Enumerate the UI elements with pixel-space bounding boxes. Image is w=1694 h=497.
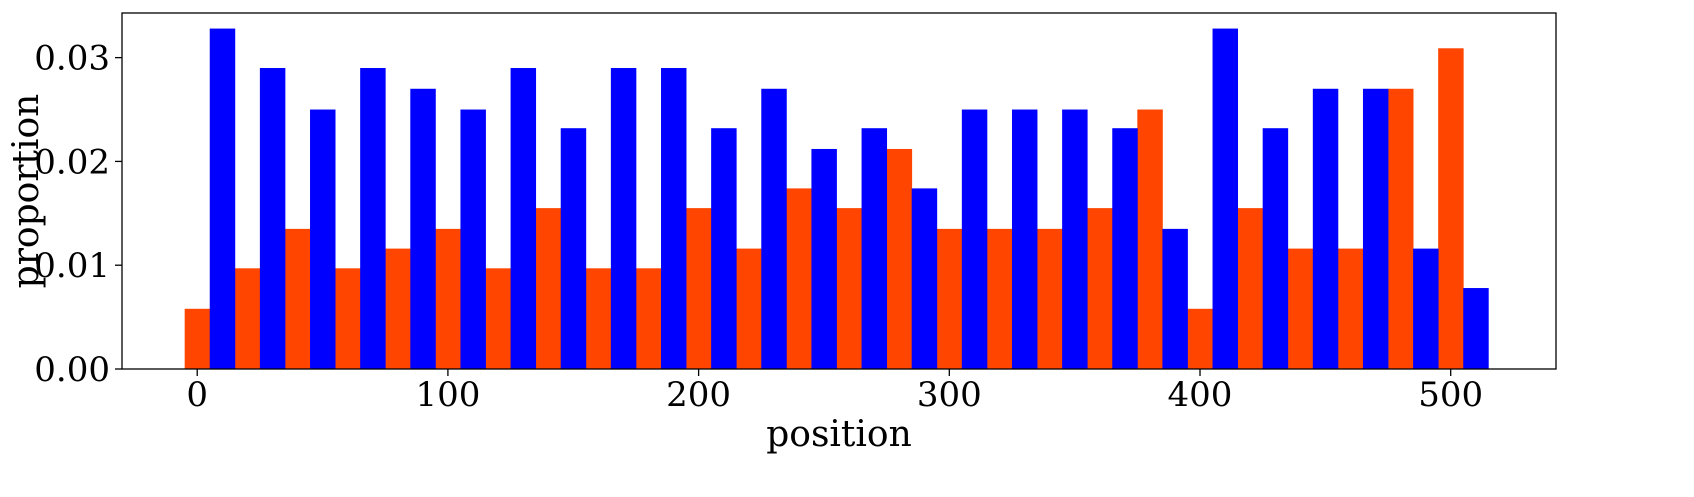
bar-series-1-bin-11 — [686, 208, 712, 369]
x-axis-label: position — [766, 414, 912, 455]
bar-series-2-bin-12 — [761, 88, 787, 370]
bar-series-2-bin-18 — [1062, 109, 1088, 369]
bar-series-2-bin-17 — [1011, 109, 1038, 369]
bar-series-2-bin-4 — [360, 68, 386, 370]
bar-series-1-bin-12 — [736, 248, 762, 369]
bar-series-2-bin-19 — [1112, 128, 1138, 369]
x-tick-label: 0 — [186, 375, 208, 415]
bar-series-1-bin-13 — [786, 188, 812, 369]
bar-series-1-bin-10 — [635, 268, 662, 369]
bar-series-2-bin-5 — [410, 88, 436, 370]
bar-series-1-bin-20 — [1137, 109, 1163, 369]
bar-series-2-bin-2 — [259, 68, 286, 370]
x-tick-label: 300 — [917, 375, 982, 415]
bars-layer — [184, 28, 1489, 370]
bar-series-1-bin-23 — [1287, 248, 1314, 369]
y-tick-label: 0.03 — [34, 39, 110, 79]
bar-series-2-bin-15 — [911, 188, 938, 369]
bar-series-1-bin-15 — [886, 148, 913, 369]
x-axis: 0 100 200 300 400 500 — [186, 369, 1483, 415]
bar-series-1-bin-7 — [485, 268, 511, 369]
bar-series-1-bin-4 — [335, 268, 361, 369]
bar-series-2-bin-25 — [1413, 248, 1439, 369]
bar-series-2-bin-9 — [610, 68, 637, 370]
bar-series-2-bin-16 — [961, 109, 988, 369]
bar-series-2-bin-3 — [310, 109, 336, 369]
bar-series-1-bin-25 — [1388, 88, 1414, 370]
bar-series-1-bin-9 — [585, 268, 612, 369]
bar-series-1-bin-22 — [1237, 208, 1264, 369]
bar-series-1-bin-14 — [836, 208, 862, 369]
bar-series-1-bin-1 — [184, 308, 211, 369]
bar-series-2-bin-7 — [510, 68, 537, 370]
bar-series-1-bin-3 — [284, 228, 311, 369]
bar-series-1-bin-16 — [936, 228, 963, 369]
y-axis: 0.00 0.01 0.02 0.03 — [34, 39, 122, 390]
y-tick-label: 0.01 — [34, 246, 110, 286]
bar-series-2-bin-24 — [1362, 88, 1389, 370]
bar-series-2-bin-6 — [460, 109, 486, 369]
bar-series-2-bin-8 — [560, 128, 587, 369]
bar-series-1-bin-17 — [986, 228, 1013, 369]
y-axis-label: proportion — [6, 94, 47, 289]
bar-series-1-bin-2 — [234, 268, 261, 369]
plot-frame — [121, 12, 1557, 370]
bar-series-1-bin-6 — [435, 228, 461, 369]
bar-series-2-bin-26 — [1463, 288, 1489, 369]
x-tick-label: 200 — [666, 375, 731, 415]
bar-series-2-bin-1 — [209, 28, 236, 370]
bar-series-2-bin-22 — [1262, 128, 1289, 369]
bar-series-1-bin-26 — [1438, 48, 1464, 369]
x-tick-label: 100 — [415, 375, 480, 415]
bar-series-1-bin-8 — [535, 208, 562, 369]
x-tick-label: 400 — [1168, 375, 1233, 415]
bar-series-2-bin-21 — [1212, 28, 1239, 370]
bar-series-1-bin-21 — [1187, 308, 1213, 369]
bar-series-2-bin-23 — [1312, 88, 1339, 370]
bar-series-2-bin-10 — [661, 68, 687, 370]
x-tick-label: 500 — [1418, 375, 1483, 415]
y-tick-label: 0.00 — [34, 350, 110, 390]
bar-series-1-bin-5 — [385, 248, 411, 369]
bar-series-1-bin-18 — [1037, 228, 1063, 369]
bar-series-2-bin-20 — [1162, 228, 1188, 369]
bar-series-2-bin-11 — [711, 128, 737, 369]
bar-series-1-bin-19 — [1087, 208, 1113, 369]
bar-series-1-bin-24 — [1337, 248, 1364, 369]
y-tick-label: 0.02 — [34, 142, 110, 182]
bar-series-2-bin-14 — [861, 128, 888, 369]
bar-series-2-bin-13 — [811, 148, 837, 369]
